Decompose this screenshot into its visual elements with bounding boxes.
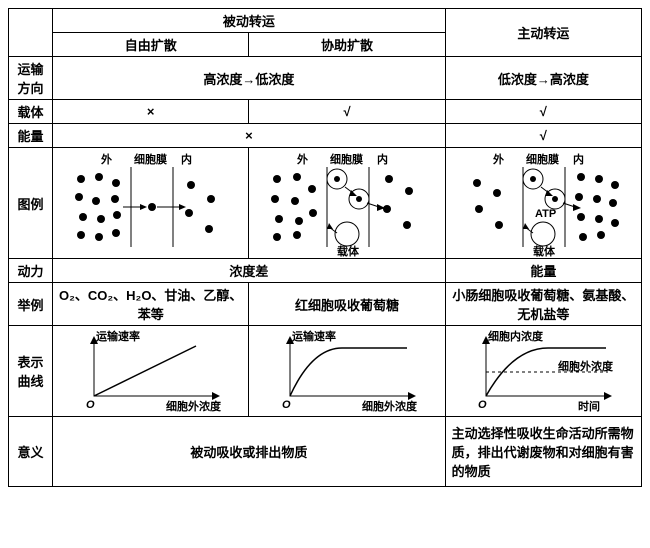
cell-direction-passive: 高浓度→低浓度 xyxy=(53,57,446,100)
svg-text:O: O xyxy=(478,399,487,411)
cell-force-passive: 浓度差 xyxy=(53,259,446,283)
svg-text:外: 外 xyxy=(296,152,308,166)
curve-active-transport: 细胞内浓度 O 时间 细胞外浓度 xyxy=(445,326,641,417)
header-active: 主动转运 xyxy=(445,9,641,57)
cell-example-active: 小肠细胞吸收葡萄糖、氨基酸、无机盐等 xyxy=(445,283,641,326)
svg-text:细胞内浓度: 细胞内浓度 xyxy=(488,329,544,343)
table-row: 表示曲线 运输速率 O 细胞外浓度 运输速率 O 细胞外浓度 xyxy=(9,326,642,417)
svg-text:载体: 载体 xyxy=(337,244,360,257)
svg-text:时间: 时间 xyxy=(578,399,600,413)
header-free-diffusion: 自由扩散 xyxy=(53,33,249,57)
cell-force-active: 能量 xyxy=(445,259,641,283)
cell-meaning-passive: 被动吸收或排出物质 xyxy=(53,417,446,487)
svg-text:O: O xyxy=(86,399,95,411)
table-row: 举例 O₂、CO₂、H₂O、甘油、乙醇、苯等 红细胞吸收葡萄糖 小肠细胞吸收葡萄… xyxy=(9,283,642,326)
cell-energy-active: √ xyxy=(445,124,641,148)
svg-text:细胞外浓度: 细胞外浓度 xyxy=(558,359,614,373)
diagram-free-diffusion: 外 细胞膜 内 xyxy=(53,148,249,259)
cell-energy-passive: × xyxy=(53,124,446,148)
row-label-force: 动力 xyxy=(9,259,53,283)
table-row: 动力 浓度差 能量 xyxy=(9,259,642,283)
row-label-diagram: 图例 xyxy=(9,148,53,259)
cell-meaning-active: 主动选择性吸收生命活动所需物质，排出代谢废物和对细胞有害的物质 xyxy=(445,417,641,487)
row-label-example: 举例 xyxy=(9,283,53,326)
svg-text:运输速率: 运输速率 xyxy=(96,329,140,343)
svg-text:内: 内 xyxy=(181,152,192,166)
row-label-direction: 运输方向 xyxy=(9,57,53,100)
cell-direction-active: 低浓度→高浓度 xyxy=(445,57,641,100)
cell-example-free: O₂、CO₂、H₂O、甘油、乙醇、苯等 xyxy=(53,283,249,326)
row-label-carrier: 载体 xyxy=(9,100,53,124)
table-row: 意义 被动吸收或排出物质 主动选择性吸收生命活动所需物质，排出代谢废物和对细胞有… xyxy=(9,417,642,487)
table-row: 图例 外 细胞膜 内 xyxy=(9,148,642,259)
header-passive: 被动转运 xyxy=(53,9,446,33)
svg-text:细胞膜: 细胞膜 xyxy=(134,152,167,166)
svg-text:内: 内 xyxy=(573,152,584,166)
cell-example-facilitated: 红细胞吸收葡萄糖 xyxy=(249,283,445,326)
cell-carrier-active: √ xyxy=(445,100,641,124)
table-row: 载体 × √ √ xyxy=(9,100,642,124)
diagram-active-transport: 外 细胞膜 内 ATP 载体 xyxy=(445,148,641,259)
svg-text:细胞膜: 细胞膜 xyxy=(330,152,363,166)
row-label-energy: 能量 xyxy=(9,124,53,148)
svg-text:细胞外浓度: 细胞外浓度 xyxy=(362,399,418,413)
diagram-facilitated-diffusion: 外 细胞膜 内 载体 xyxy=(249,148,445,259)
svg-text:载体: 载体 xyxy=(533,244,556,257)
cell-carrier-free: × xyxy=(53,100,249,124)
svg-text:O: O xyxy=(282,399,291,411)
table-row: 能量 × √ xyxy=(9,124,642,148)
curve-free-diffusion: 运输速率 O 细胞外浓度 xyxy=(53,326,249,417)
svg-text:ATP: ATP xyxy=(535,208,556,220)
svg-text:外: 外 xyxy=(100,152,112,166)
curve-facilitated-diffusion: 运输速率 O 细胞外浓度 xyxy=(249,326,445,417)
svg-text:细胞膜: 细胞膜 xyxy=(526,152,559,166)
corner-cell xyxy=(9,9,53,57)
cell-carrier-facilitated: √ xyxy=(249,100,445,124)
row-label-meaning: 意义 xyxy=(9,417,53,487)
row-label-curve: 表示曲线 xyxy=(9,326,53,417)
svg-text:内: 内 xyxy=(377,152,388,166)
svg-text:细胞外浓度: 细胞外浓度 xyxy=(166,399,222,413)
transport-comparison-table: 被动转运 主动转运 自由扩散 协助扩散 运输方向 高浓度→低浓度 低浓度→高浓度… xyxy=(8,8,642,487)
svg-text:外: 外 xyxy=(492,152,504,166)
header-facilitated-diffusion: 协助扩散 xyxy=(249,33,445,57)
table-row: 运输方向 高浓度→低浓度 低浓度→高浓度 xyxy=(9,57,642,100)
svg-text:运输速率: 运输速率 xyxy=(292,329,336,343)
table-row: 被动转运 主动转运 xyxy=(9,9,642,33)
